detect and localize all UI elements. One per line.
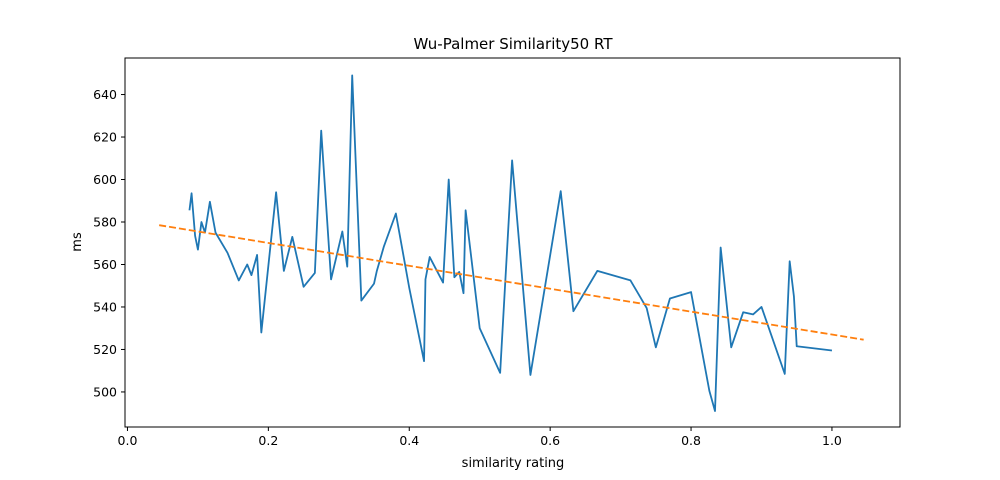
x-axis-label: similarity rating <box>462 456 565 471</box>
x-axis: 0.0 0.2 0.4 0.6 0.8 1.0 <box>118 427 842 448</box>
plot-area <box>159 74 864 412</box>
chart-title: Wu-Palmer Similarity50 RT <box>414 35 614 53</box>
trend-line <box>159 224 864 341</box>
x-tick-label: 0.4 <box>399 433 419 448</box>
x-tick-label: 0.0 <box>118 433 138 448</box>
x-tick-label: 1.0 <box>822 433 842 448</box>
y-axis: 500 520 540 560 580 600 620 640 <box>93 87 125 399</box>
x-tick-label: 0.6 <box>540 433 560 448</box>
y-tick-label: 600 <box>93 172 117 187</box>
x-tick-label: 0.2 <box>258 433 278 448</box>
y-tick-label: 500 <box>93 384 117 399</box>
y-tick-label: 560 <box>93 257 117 272</box>
y-tick-label: 620 <box>93 130 117 145</box>
y-tick-label: 520 <box>93 342 117 357</box>
y-axis-label: ms <box>70 232 85 252</box>
x-tick-label: 0.8 <box>681 433 701 448</box>
y-tick-label: 580 <box>93 215 117 230</box>
y-tick-label: 540 <box>93 299 117 314</box>
axes-frame <box>124 57 901 428</box>
y-tick-label: 640 <box>93 87 117 102</box>
series-line-0 <box>188 74 833 412</box>
